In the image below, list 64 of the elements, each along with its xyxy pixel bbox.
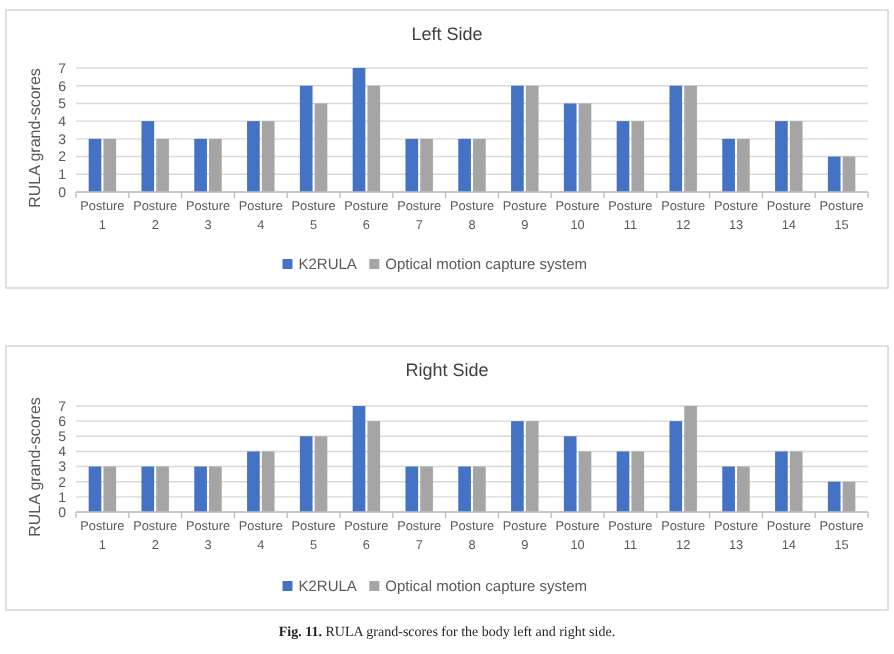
chart-title: Left Side: [411, 24, 483, 44]
bar: [405, 138, 419, 192]
bar: [420, 466, 433, 512]
bar: [737, 138, 750, 192]
bar: [420, 138, 433, 192]
bar: [616, 451, 630, 512]
bar: [789, 451, 803, 512]
bar: [88, 466, 102, 512]
bar: [194, 138, 207, 192]
bar: [314, 436, 328, 512]
bar: [299, 85, 313, 192]
bar: [578, 103, 592, 192]
bar: [156, 138, 169, 192]
bar: [775, 451, 788, 512]
bar: [247, 121, 260, 192]
bar: [103, 466, 117, 512]
bar: [775, 121, 788, 192]
bar: [247, 451, 260, 512]
bar: [563, 103, 577, 192]
bar: [722, 466, 735, 512]
bar: [352, 406, 366, 512]
bar: [631, 121, 645, 192]
bar: [827, 481, 841, 512]
bar: [261, 451, 275, 512]
bar: [616, 121, 630, 192]
bar: [669, 85, 683, 192]
bar: [299, 436, 313, 512]
chart-title: Right Side: [405, 360, 489, 380]
bar: [631, 451, 645, 512]
bar: [684, 85, 697, 192]
bar: [684, 406, 697, 512]
bar: [367, 85, 381, 192]
bar: [367, 421, 381, 512]
bar: [141, 121, 155, 192]
bar: [194, 466, 207, 512]
bar: [405, 466, 419, 512]
bar: [261, 121, 275, 192]
y-axis-title: RULA grand-scores: [26, 397, 44, 537]
bar: [458, 138, 471, 192]
bar: [458, 466, 471, 512]
bar: [473, 138, 486, 192]
bar: [578, 451, 592, 512]
bar: [511, 85, 524, 192]
bar: [789, 121, 803, 192]
bar: [842, 156, 856, 192]
bar: [88, 138, 102, 192]
bar: [737, 466, 750, 512]
bar: [563, 436, 577, 512]
bar: [722, 138, 735, 192]
bar: [352, 68, 366, 192]
bar: [827, 156, 841, 192]
bar: [473, 466, 486, 512]
bar: [103, 138, 117, 192]
bar: [209, 466, 222, 512]
bar: [141, 466, 155, 512]
bar: [842, 481, 856, 512]
bar: [209, 138, 222, 192]
bar: [314, 103, 328, 192]
bar: [156, 466, 169, 512]
bar: [525, 421, 539, 512]
bar: [669, 421, 683, 512]
y-axis-title: RULA grand-scores: [26, 68, 44, 208]
bar: [511, 421, 524, 512]
bar: [525, 85, 539, 192]
